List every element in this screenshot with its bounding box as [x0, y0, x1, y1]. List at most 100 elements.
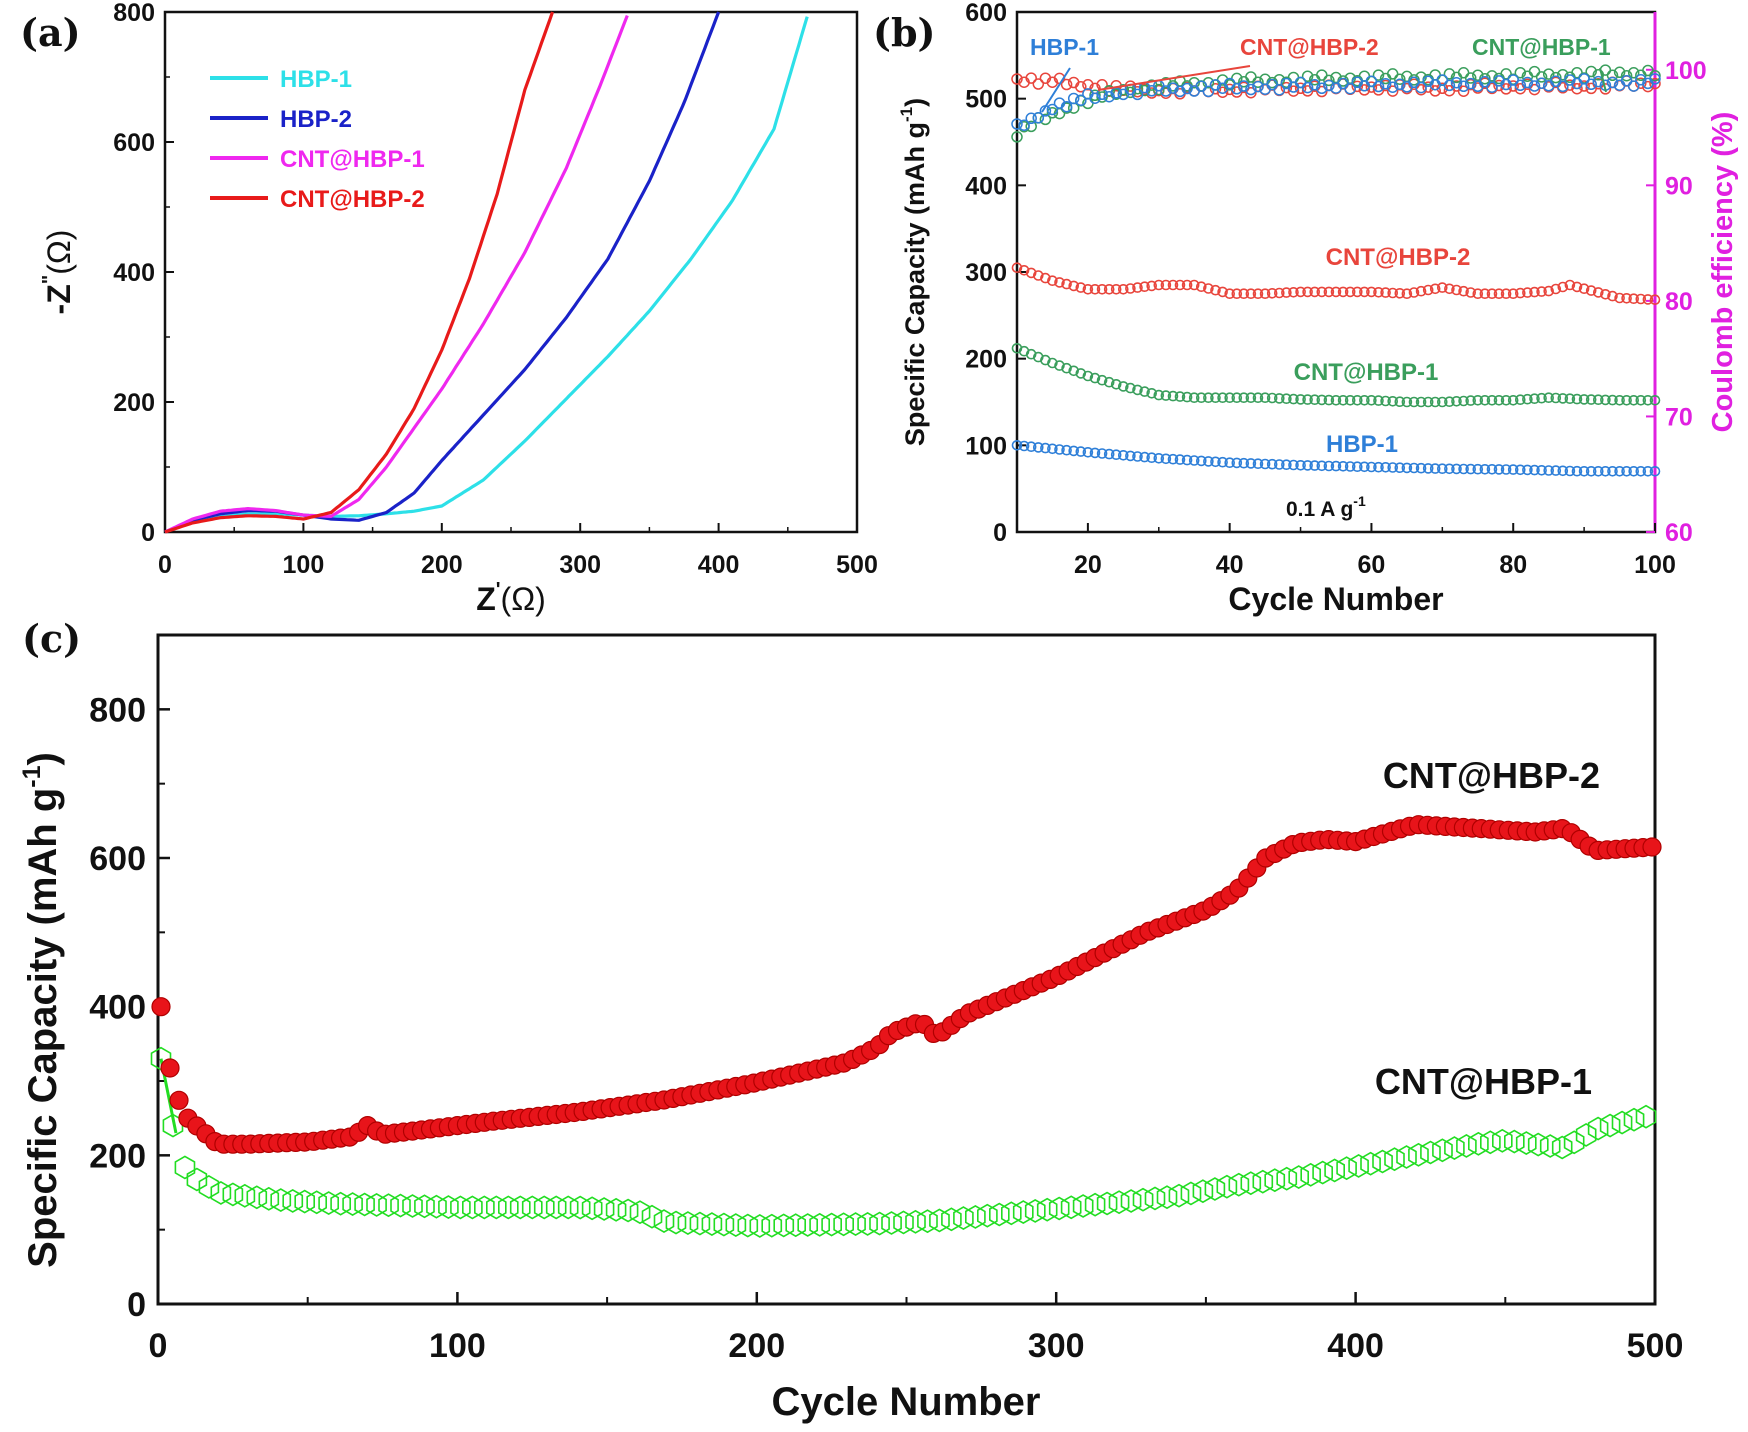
- panel-b-capacity-point: [1401, 288, 1413, 300]
- panel-b-capacity-point: [1366, 286, 1377, 298]
- panel-b-capacity-point: [1415, 396, 1427, 408]
- panel-b-capacity-point: [1174, 391, 1186, 402]
- panel-b-capacity-point: [1437, 396, 1448, 408]
- panel-b-efficiency-point: [1436, 74, 1449, 86]
- panel-b-capacity-point: [1437, 463, 1448, 475]
- panel-b-capacity-point: [1515, 287, 1526, 299]
- panel-c-cnt-hbp-1-point: [1432, 1138, 1453, 1163]
- panel-b-capacity-point: [1224, 392, 1235, 404]
- panel-b-y2-tick-label: 90: [1665, 172, 1693, 200]
- panel-b-capacity-point: [1500, 288, 1512, 300]
- panel-b-capacity-point: [1564, 279, 1576, 291]
- panel-c-cnt-hbp-1-point: [1288, 1165, 1309, 1190]
- panel-b-capacity-point: [1259, 392, 1271, 404]
- panel-b-efficiency-point: [1642, 80, 1654, 93]
- panel-b-efficiency-point: [1649, 69, 1661, 82]
- panel-b-efficiency-point: [1635, 74, 1647, 86]
- panel-b-efficiency-point: [1273, 84, 1286, 96]
- panel-b-capacity-point: [1245, 288, 1257, 300]
- panel-b-capacity-point: [1373, 286, 1384, 298]
- panel-b-efficiency-point: [1564, 79, 1576, 91]
- panel-b-efficiency-point: [1252, 80, 1264, 93]
- panel-b-y-tick-label: 500: [965, 86, 1007, 114]
- panel-b-efficiency-point: [1124, 86, 1137, 99]
- panel-b-capacity-point: [1018, 264, 1030, 276]
- panel-a-xlabel-sup: ': [496, 579, 501, 601]
- panel-b-efficiency-point: [1316, 85, 1328, 98]
- panel-b-capacity-point: [1281, 287, 1292, 298]
- panel-b-efficiency-point: [1167, 82, 1179, 94]
- panel-b-capacity-point: [1210, 284, 1221, 296]
- panel-c-cnt-hbp-1-point: [1204, 1177, 1226, 1201]
- panel-b-capacity-point: [1500, 394, 1512, 406]
- panel-b-capacity-point: [1330, 460, 1342, 472]
- panel-c-cnt-hbp-1-point: [294, 1189, 316, 1214]
- panel-c-cnt-hbp-1-point: [881, 1211, 902, 1235]
- panel-b-capacity-point: [1515, 394, 1526, 406]
- panel-c-cnt-hbp-1-point: [593, 1197, 615, 1221]
- panel-b-capacity-point: [1344, 461, 1356, 472]
- panel-b-capacity-point: [1316, 394, 1328, 406]
- panel-b-capacity-point: [1451, 463, 1462, 475]
- panel-c-y-tick-label: 200: [89, 1137, 146, 1175]
- panel-c-cnt-hbp-1-point: [1575, 1122, 1597, 1147]
- panel-b-capacity-point: [1408, 396, 1420, 408]
- panel-b-capacity-point: [1585, 465, 1597, 477]
- panel-b-capacity-point: [1359, 394, 1370, 406]
- panel-a-y-axis-title: -Z"(Ω): [39, 230, 77, 315]
- panel-c-ylabel-sup: -1: [18, 765, 46, 787]
- panel-b-capacity-point: [1649, 294, 1661, 306]
- panel-b-capacity-point: [1089, 447, 1101, 459]
- panel-b-capacity-point: [1352, 394, 1363, 406]
- panel-c-y-tick-label: 400: [89, 989, 146, 1027]
- panel-b-series-label: HBP-1: [1326, 431, 1398, 458]
- panel-b-capacity-point: [1082, 283, 1094, 295]
- panel-b-capacity-point: [1550, 465, 1562, 476]
- panel-b-capacity-point: [1033, 270, 1044, 281]
- panel-b-capacity-point: [1238, 288, 1250, 300]
- panel-b-efficiency-point: [1358, 84, 1371, 96]
- panel-b-efficiency-point: [1231, 83, 1243, 95]
- panel-b-y-tick-label: 400: [965, 172, 1007, 200]
- panel-b-efficiency-point: [1542, 68, 1555, 80]
- panel-c-y-tick-label: 800: [89, 691, 146, 729]
- panel-b-capacity-point: [1252, 458, 1264, 470]
- panel-b-x-tick-label: 100: [1634, 551, 1676, 579]
- panel-c-cnt-hbp-1-point: [1132, 1187, 1154, 1212]
- panel-b-capacity-point: [1153, 452, 1165, 464]
- panel-c-cnt-hbp-2-point: [160, 1058, 180, 1078]
- panel-b-efficiency-point: [1606, 76, 1619, 89]
- panel-b-efficiency-point: [1344, 82, 1356, 95]
- panel-b-efficiency-point: [1528, 80, 1541, 92]
- panel-b-capacity-point: [1621, 292, 1632, 304]
- panel-b-capacity-point: [1422, 284, 1434, 296]
- panel-b-efficiency-point: [1627, 67, 1640, 79]
- panel-b-efficiency-point: [1174, 85, 1186, 98]
- panel-a-y-tick-label: 600: [113, 129, 155, 157]
- panel-c-cnt-hbp-1-point: [725, 1213, 747, 1238]
- panel-b-efficiency-point: [1507, 80, 1519, 92]
- panel-b-capacity-point: [1047, 443, 1058, 455]
- panel-a-line-cnt@hbp-1: [164, 15, 629, 534]
- panel-c-cnt-hbp-2-point: [151, 997, 171, 1017]
- panel-b-x-tick-label: 80: [1499, 551, 1527, 579]
- panel-a-line-cnt@hbp-2: [164, 11, 555, 534]
- panel-b-efficiency-point: [1372, 80, 1385, 93]
- panel-b-efficiency-point: [1365, 75, 1378, 87]
- panel-b-efficiency-point: [1443, 68, 1456, 80]
- panel-c-cnt-hbp-1-point: [1384, 1147, 1405, 1172]
- panel-a-ticks: 0 100 200 300 400 500 0 200 400 600 800: [113, 0, 878, 579]
- panel-b-capacity-point: [1160, 453, 1172, 465]
- panel-a-y-tick-label: 0: [141, 519, 155, 547]
- panel-b-capacity-point: [1160, 390, 1172, 401]
- panel-c-cnt-hbp-1-point: [1312, 1160, 1333, 1185]
- panel-b-capacity-point: [1224, 457, 1235, 469]
- panel-b-capacity-point: [1252, 392, 1264, 404]
- panel-c-cnt-hbp-1-point: [473, 1195, 495, 1220]
- panel-b-efficiency-point: [1067, 92, 1080, 105]
- panel-a-x-tick-label: 200: [421, 551, 463, 579]
- panel-b-capacity-point: [1309, 460, 1320, 471]
- panel-label-c: (c): [22, 616, 81, 661]
- panel-b-capacity-point: [1366, 461, 1377, 473]
- panel-b-capacity-point: [1210, 456, 1221, 468]
